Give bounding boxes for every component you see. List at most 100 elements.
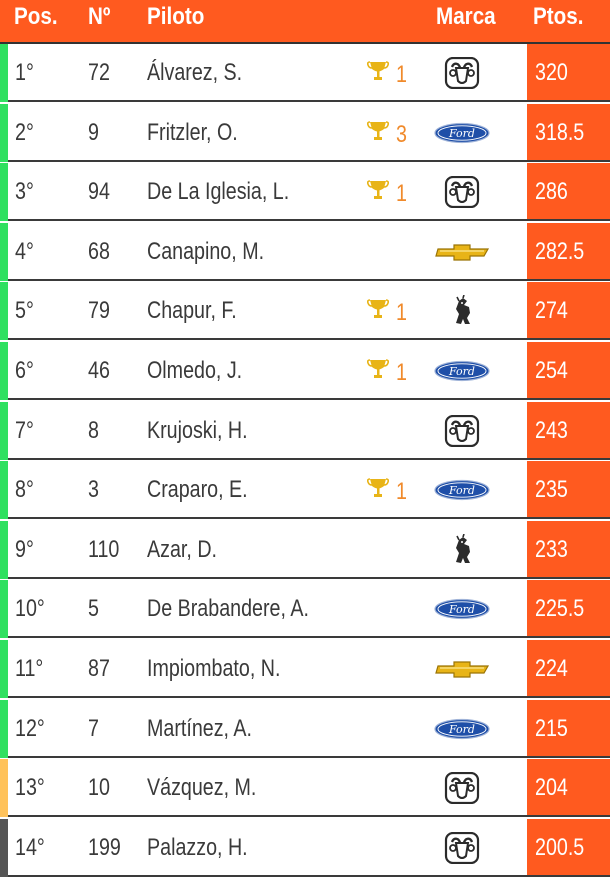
points-cell-background (527, 103, 610, 162)
points-cell-background (527, 342, 610, 400)
header-pilot: Piloto (147, 3, 205, 30)
wins-count: 1 (396, 61, 407, 88)
row-divider (8, 338, 610, 341)
table-row: 10° 5 De Brabandere, A. Ford 225.5 (0, 580, 610, 639)
points-cell-background (527, 699, 610, 758)
car-number-cell: 9 (88, 118, 99, 146)
points-cell: 200.5 (535, 833, 585, 861)
position-cell: 8° (15, 476, 34, 504)
position-cell: 12° (15, 714, 45, 742)
points-cell: 204 (535, 774, 568, 802)
dodge-ram-icon (432, 176, 492, 209)
row-divider (8, 576, 610, 579)
pilot-name-cell: Chapur, F. (147, 297, 237, 325)
ford-icon: Ford (432, 117, 492, 149)
car-number-cell: 199 (88, 833, 121, 861)
table-row: 11° 87 Impiombato, N. 224 (0, 640, 610, 698)
points-cell: 318.5 (535, 118, 585, 146)
car-number-cell: 5 (88, 595, 99, 623)
table-row: 6° 46 Olmedo, J. 1 Ford 254 (0, 342, 610, 400)
table-row: 3° 94 De La Iglesia, L. 1 286 (0, 163, 610, 222)
table-row: 13° 10 Vázquez, M. 204 (0, 759, 610, 818)
ford-icon: Ford (432, 355, 492, 387)
trophy-icon (366, 59, 390, 83)
points-cell: 233 (535, 535, 568, 563)
ford-icon: Ford (432, 713, 492, 745)
car-number-cell: 94 (88, 178, 110, 206)
points-cell: 225.5 (535, 595, 585, 623)
table-row: 9° 110 Azar, D. 233 (0, 520, 610, 579)
position-cell: 13° (15, 774, 45, 802)
ford-icon: Ford (432, 593, 492, 625)
header-pos: Pos. (14, 3, 58, 30)
car-number-cell: 79 (88, 297, 110, 325)
position-cell: 6° (15, 357, 34, 384)
qualification-stripe (0, 461, 8, 520)
qualification-stripe (0, 282, 8, 341)
dodge-ram-icon (432, 831, 492, 864)
car-number-cell: 7 (88, 714, 99, 742)
trophy-icon (366, 178, 390, 202)
wins-count: 1 (396, 299, 407, 327)
trophy-icon (366, 357, 390, 381)
svg-text:Ford: Ford (448, 365, 475, 378)
table-header: Pos. Nº Piloto Marca Ptos. (0, 0, 610, 42)
points-cell-background (527, 818, 610, 877)
points-cell: 254 (535, 357, 568, 384)
position-cell: 7° (15, 416, 34, 444)
car-number-cell: 10 (88, 774, 110, 802)
svg-text:Ford: Ford (448, 723, 475, 736)
table-row: 1° 72 Álvarez, S. 1 320 (0, 44, 610, 102)
car-number-cell: 68 (88, 237, 110, 265)
row-divider (8, 159, 610, 162)
row-divider (8, 636, 610, 639)
qualification-stripe (0, 580, 8, 639)
wins-count: 3 (396, 120, 407, 148)
qualification-stripe (0, 342, 8, 400)
pilot-name-cell: Martínez, A. (147, 714, 253, 742)
pilot-name-cell: Palazzo, H. (147, 833, 248, 861)
position-cell: 14° (15, 833, 45, 861)
points-cell-background (527, 520, 610, 579)
pilot-name-cell: Azar, D. (147, 535, 217, 563)
table-row: 12° 7 Martínez, A. Ford 215 (0, 699, 610, 758)
qualification-stripe (0, 818, 8, 877)
points-cell-background (527, 222, 610, 281)
dodge-ram-icon (432, 414, 492, 447)
qualification-stripe (0, 401, 8, 460)
car-number-cell: 8 (88, 416, 99, 444)
wins-count: 1 (396, 180, 407, 208)
points-cell: 243 (535, 416, 568, 444)
position-cell: 5° (15, 297, 34, 325)
row-divider (8, 755, 610, 758)
row-divider (8, 696, 610, 698)
table-row: 8° 3 Craparo, E. 1 Ford 235 (0, 461, 610, 520)
table-row: 2° 9 Fritzler, O. 3 Ford 318.5 (0, 103, 610, 162)
svg-text:Ford: Ford (448, 127, 475, 140)
points-cell: 215 (535, 714, 568, 742)
points-cell-background (527, 282, 610, 341)
svg-text:Ford: Ford (448, 484, 475, 497)
trophy-icon (366, 476, 390, 500)
trophy-icon (366, 297, 390, 321)
pilot-name-cell: Canapino, M. (147, 237, 265, 265)
car-number-cell: 110 (88, 535, 120, 563)
row-divider (8, 815, 610, 818)
header-brand: Marca (436, 3, 496, 30)
chevrolet-icon (432, 653, 492, 685)
qualification-stripe (0, 640, 8, 698)
pilot-name-cell: De Brabandere, A. (147, 595, 309, 623)
qualification-stripe (0, 520, 8, 579)
position-cell: 3° (15, 178, 34, 206)
points-cell-background (527, 461, 610, 520)
chevrolet-icon (432, 236, 492, 268)
points-cell: 320 (535, 59, 568, 86)
qualification-stripe (0, 44, 8, 102)
pilot-name-cell: Craparo, E. (147, 476, 248, 504)
position-cell: 11° (15, 655, 44, 682)
points-cell-background (527, 640, 610, 698)
row-divider (8, 398, 610, 400)
torino-icon (432, 295, 492, 327)
pilot-name-cell: Olmedo, J. (147, 357, 243, 384)
table-row: 7° 8 Krujoski, H. 243 (0, 401, 610, 460)
